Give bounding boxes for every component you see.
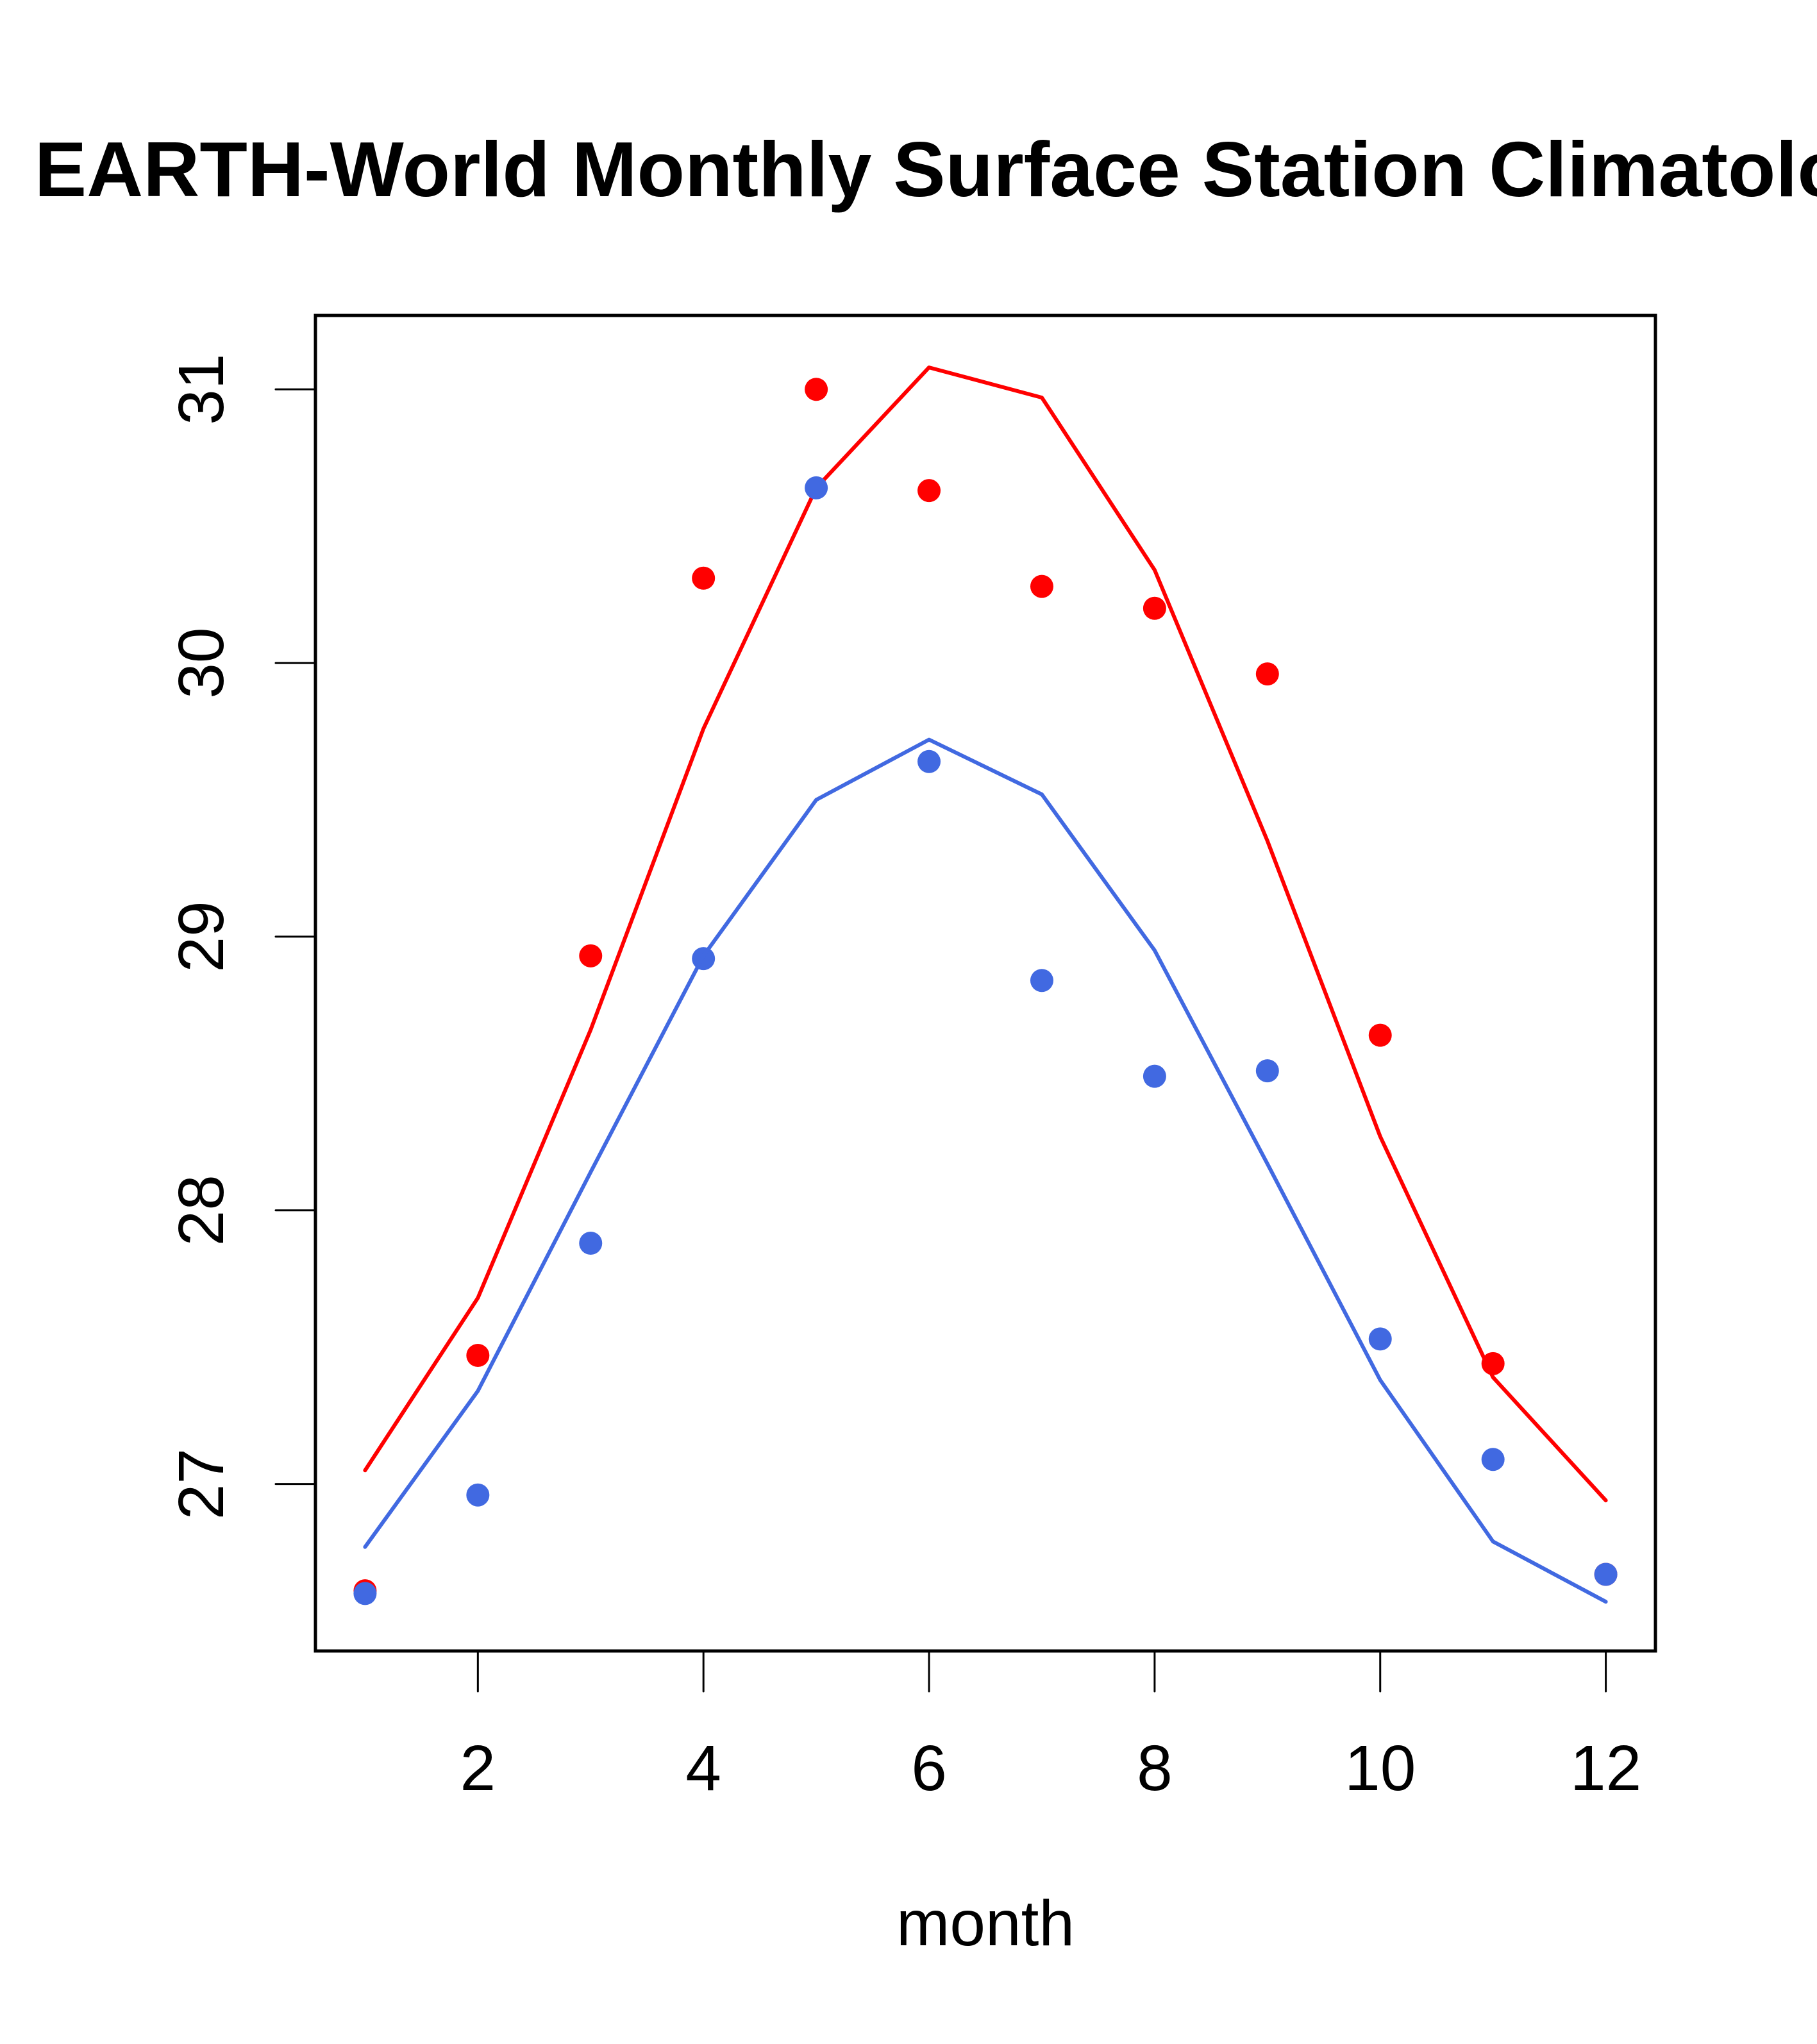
y-tick-label: 29 [165, 901, 237, 972]
x-tick-label: 8 [1137, 1732, 1173, 1804]
data-point [1255, 1059, 1279, 1083]
data-point [1368, 1023, 1392, 1047]
data-point [1368, 1327, 1392, 1351]
data-point [1255, 662, 1279, 686]
blue-line [363, 737, 1608, 1604]
x-axis: 2 4 6 8 10 12 [460, 1650, 1641, 1804]
data-point [1030, 574, 1053, 598]
plot-frame [314, 314, 1657, 1653]
data-point [1481, 1448, 1505, 1471]
x-tick-label: 12 [1570, 1732, 1641, 1804]
blue-points [353, 476, 1618, 1605]
x-tick-label: 6 [911, 1732, 947, 1804]
data-point [1594, 1562, 1618, 1586]
y-tick-label: 30 [165, 627, 237, 698]
y-tick-label: 31 [165, 354, 237, 425]
data-point [917, 479, 941, 503]
red-points [353, 378, 1618, 1603]
data-point [805, 476, 828, 499]
data-point [1030, 969, 1053, 993]
data-point [579, 944, 603, 968]
data-point [466, 1483, 490, 1507]
data-point [805, 378, 828, 401]
x-tick-label: 2 [460, 1732, 496, 1804]
y-tick-label: 28 [165, 1175, 237, 1246]
x-axis-label: month [896, 1888, 1075, 1959]
y-tick-label: 27 [165, 1448, 237, 1520]
data-point [466, 1344, 490, 1368]
x-tick-label: 10 [1344, 1732, 1416, 1804]
x-tick-label: 4 [685, 1732, 721, 1804]
data-point [917, 750, 941, 773]
plot-area [353, 365, 1618, 1605]
data-point [1143, 596, 1166, 620]
red-line [363, 365, 1608, 1503]
y-axis: 27 28 29 30 31 [165, 354, 317, 1520]
data-point [579, 1232, 603, 1255]
chart-title: EARTH-World Monthly Surface Station Clim… [35, 126, 1817, 213]
data-point [1143, 1064, 1166, 1088]
data-point [353, 1582, 377, 1605]
data-point [692, 566, 716, 590]
